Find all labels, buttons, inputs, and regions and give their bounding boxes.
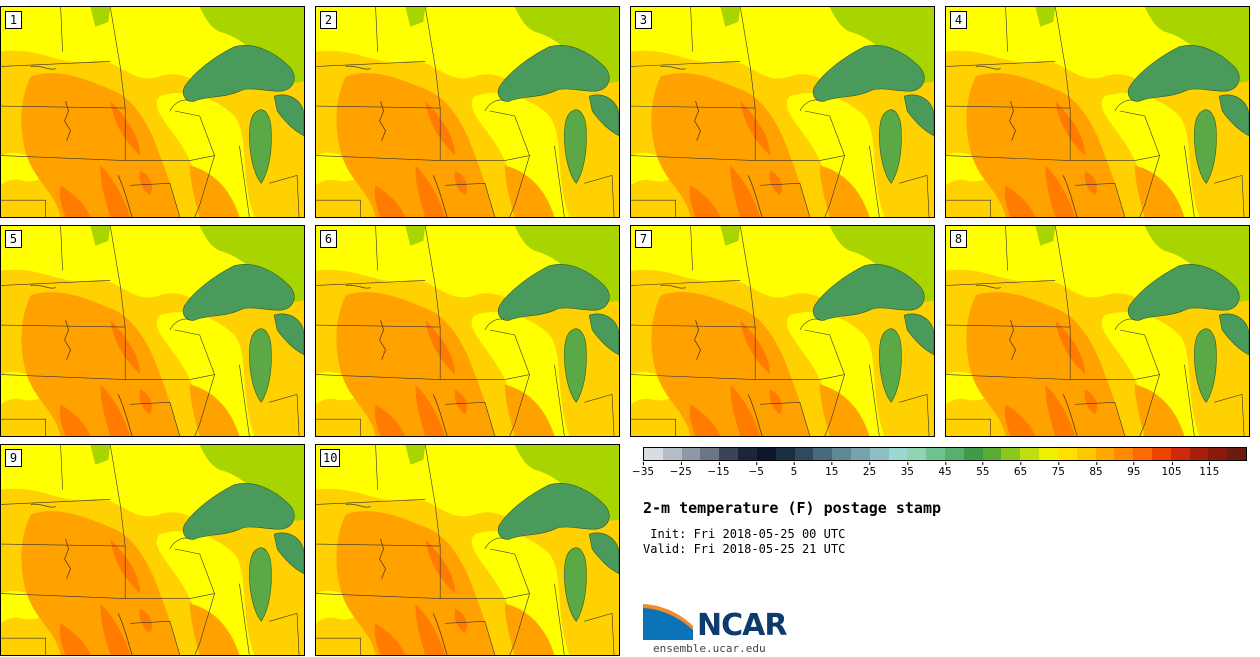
colorbar-tick-labels: −35 −25 −15 −5 5 15 25 35 45 55 65 75 85 95 105 115 (632, 462, 1247, 482)
colorbar-tick-6: 25 (863, 462, 876, 478)
colorbar-tick-2: −15 (707, 462, 730, 478)
colorbar-tick-15: 115 (1199, 462, 1219, 478)
temperature-map-9 (1, 445, 304, 655)
colorbar-tick-7: 35 (901, 462, 914, 478)
colorbar-swatch-2 (681, 448, 701, 460)
ncar-logo-icon (643, 604, 693, 640)
colorbar-swatch-25 (1114, 448, 1134, 460)
temperature-map-2 (316, 7, 619, 217)
temperature-map-5 (1, 226, 304, 436)
colorbar-swatch-5 (738, 448, 757, 460)
colorbar-tick-10: 65 (1014, 462, 1027, 478)
member-label-5: 5 (5, 230, 22, 248)
colorbar-swatch-17 (963, 448, 983, 460)
member-label-10: 10 (320, 449, 341, 467)
init-time: Init: Fri 2018-05-25 00 UTC (643, 527, 846, 541)
temperature-map-10 (316, 445, 619, 655)
colorbar-tick-5: 15 (825, 462, 838, 478)
colorbar-swatch-8 (794, 448, 814, 460)
ensemble-member-panel-6: 6 (315, 225, 620, 437)
ensemble-member-panel-1: 1 (0, 6, 305, 218)
member-label-8: 8 (950, 230, 967, 248)
colorbar-swatch-11 (850, 448, 870, 460)
temperature-map-1 (1, 7, 304, 217)
colorbar-swatch-9 (813, 448, 833, 460)
colorbar-swatch-26 (1133, 448, 1152, 460)
colorbar-tick-8: 45 (938, 462, 952, 478)
colorbar-tick-1: −25 (670, 462, 692, 478)
site-url: ensemble.ucar.edu (653, 642, 766, 655)
figure-title: 2-m temperature (F) postage stamp (643, 499, 942, 517)
colorbar-tick-12: 85 (1089, 462, 1103, 478)
temperature-map-7 (631, 226, 934, 436)
colorbar-tick-9: 55 (976, 462, 989, 478)
member-label-2: 2 (320, 11, 337, 29)
colorbar-swatch-18 (982, 448, 1002, 460)
colorbar-swatch-22 (1057, 448, 1077, 460)
temperature-map-8 (946, 226, 1249, 436)
ncar-logo-text: NCAR (697, 608, 787, 643)
temperature-colorbar (643, 447, 1247, 461)
ensemble-member-panel-2: 2 (315, 6, 620, 218)
valid-time: Valid: Fri 2018-05-25 21 UTC (643, 542, 846, 556)
ensemble-member-panel-7: 7 (630, 225, 935, 437)
colorbar-swatch-24 (1095, 448, 1115, 460)
colorbar-swatch-21 (1039, 448, 1058, 460)
colorbar-swatch-6 (756, 448, 776, 460)
ensemble-member-panel-10: 10 (315, 444, 620, 656)
colorbar-swatch-4 (719, 448, 739, 460)
member-label-4: 4 (950, 11, 967, 29)
ensemble-member-panel-9: 9 (0, 444, 305, 656)
colorbar-swatch-20 (1020, 448, 1040, 460)
colorbar-swatch-31 (1227, 448, 1246, 460)
temperature-map-6 (316, 226, 619, 436)
colorbar-tick-14: 105 (1161, 462, 1182, 478)
colorbar-swatch-28 (1170, 448, 1190, 460)
colorbar-tick-4: 5 (791, 462, 797, 478)
member-label-7: 7 (635, 230, 652, 248)
colorbar-swatch-23 (1076, 448, 1096, 460)
member-label-9: 9 (5, 449, 22, 467)
member-label-6: 6 (320, 230, 337, 248)
colorbar-swatch-30 (1208, 448, 1228, 460)
colorbar-swatch-13 (888, 448, 908, 460)
colorbar-swatch-27 (1151, 448, 1171, 460)
colorbar-tick-3: −5 (749, 462, 764, 478)
member-label-3: 3 (635, 11, 652, 29)
colorbar-swatch-0 (644, 448, 663, 460)
colorbar-tick-13: 95 (1127, 462, 1140, 478)
colorbar-swatch-29 (1189, 448, 1209, 460)
ensemble-member-panel-8: 8 (945, 225, 1250, 437)
colorbar-tick-11: 75 (1052, 462, 1065, 478)
colorbar-swatch-7 (775, 448, 795, 460)
colorbar-swatch-14 (907, 448, 927, 460)
colorbar-swatch-3 (700, 448, 720, 460)
ensemble-member-panel-3: 3 (630, 6, 935, 218)
ensemble-member-panel-5: 5 (0, 225, 305, 437)
ensemble-member-panel-4: 4 (945, 6, 1250, 218)
temperature-map-4 (946, 7, 1249, 217)
colorbar-swatch-1 (662, 448, 682, 460)
member-label-1: 1 (5, 11, 22, 29)
colorbar-tick-0: −35 (632, 462, 654, 478)
colorbar-swatch-10 (832, 448, 851, 460)
colorbar-swatch-15 (926, 448, 945, 460)
temperature-map-3 (631, 7, 934, 217)
colorbar-swatch-12 (869, 448, 889, 460)
colorbar-swatch-19 (1001, 448, 1021, 460)
colorbar-swatch-16 (945, 448, 964, 460)
